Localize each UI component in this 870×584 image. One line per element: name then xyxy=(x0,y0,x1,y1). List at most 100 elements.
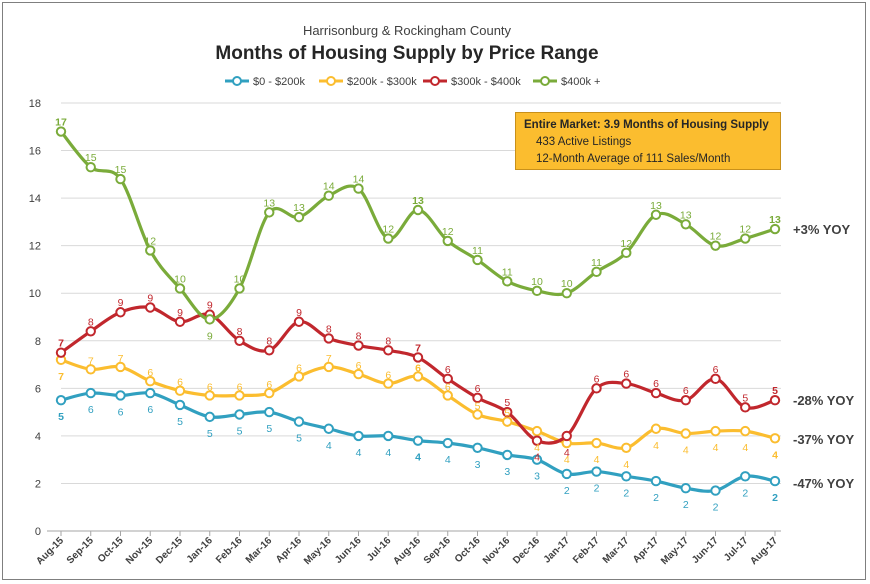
data-point xyxy=(323,361,334,373)
legend-swatch-marker xyxy=(326,76,336,86)
data-point xyxy=(502,449,513,461)
data-point xyxy=(710,373,721,385)
data-point xyxy=(591,437,602,449)
data-point xyxy=(591,383,602,394)
data-label: 12 xyxy=(382,224,394,236)
data-label: 7 xyxy=(118,353,124,365)
yoy-label: +3% YOY xyxy=(793,222,851,237)
data-point xyxy=(55,126,67,137)
data-point xyxy=(174,399,186,411)
legend-label: $300k - $400k xyxy=(451,76,521,88)
data-label: 5 xyxy=(207,428,213,440)
data-label: 11 xyxy=(591,257,602,269)
market-summary-box: Entire Market: 3.9 Months of Housing Sup… xyxy=(515,112,781,170)
data-point xyxy=(442,373,453,385)
y-tick-label: 10 xyxy=(29,288,41,300)
data-label: 6 xyxy=(88,404,94,416)
data-point xyxy=(769,475,781,487)
chart-subtitle: Harrisonburg & Rockingham County xyxy=(303,23,512,38)
x-tick-label: Sep-16 xyxy=(422,535,453,566)
y-tick-label: 6 xyxy=(35,383,41,395)
data-label: 6 xyxy=(147,404,153,416)
data-label: 12 xyxy=(144,235,156,247)
data-label: 2 xyxy=(564,485,570,497)
x-tick-label: Nov-16 xyxy=(481,535,513,567)
data-label: 13 xyxy=(650,200,662,212)
data-label: 4 xyxy=(415,452,421,464)
x-tick-label: Mar-16 xyxy=(244,535,275,566)
data-label: 4 xyxy=(445,454,451,466)
y-tick-label: 4 xyxy=(35,431,41,443)
data-point xyxy=(85,387,96,399)
data-point xyxy=(353,340,364,351)
data-point xyxy=(264,406,275,418)
data-label: 6 xyxy=(594,373,600,385)
x-tick-label: Sep-15 xyxy=(65,535,96,566)
data-label: 9 xyxy=(296,307,302,319)
data-label: 4 xyxy=(564,447,570,459)
data-label: 4 xyxy=(683,445,689,457)
data-point xyxy=(769,223,781,235)
data-point xyxy=(412,204,424,216)
data-label: 6 xyxy=(266,379,272,391)
legend: $0 - $200k $200k - $300k $300k - $400k $400… xyxy=(225,76,600,88)
data-point xyxy=(621,442,632,453)
data-point xyxy=(145,245,156,256)
x-tick-label: Nov-15 xyxy=(124,535,156,567)
data-label: 14 xyxy=(353,174,365,186)
data-point xyxy=(502,276,513,287)
data-label: 12 xyxy=(442,226,454,238)
data-label: 10 xyxy=(561,278,573,290)
data-label: 4 xyxy=(356,447,362,459)
data-point xyxy=(442,235,453,247)
data-point xyxy=(55,395,67,406)
legend-item: $200k - $300k xyxy=(319,76,417,88)
data-point xyxy=(323,190,334,201)
data-point xyxy=(561,288,572,299)
x-tick-label: Feb-16 xyxy=(214,535,245,566)
data-point xyxy=(353,368,364,380)
data-label: 6 xyxy=(296,362,302,374)
data-label: 5 xyxy=(475,400,481,412)
data-point xyxy=(740,402,751,413)
summary-active-listings: 433 Active Listings xyxy=(536,136,632,148)
data-point xyxy=(204,390,215,401)
data-label: 10 xyxy=(234,273,246,285)
data-point xyxy=(502,416,513,427)
data-label: 5 xyxy=(772,385,778,397)
data-point xyxy=(591,266,602,278)
data-label: 6 xyxy=(475,383,481,395)
data-point xyxy=(621,378,632,389)
data-label: 2 xyxy=(713,502,719,514)
data-label: 2 xyxy=(594,483,600,495)
data-point xyxy=(472,442,483,453)
data-point xyxy=(293,316,305,327)
data-label: 6 xyxy=(118,406,124,418)
y-tick-label: 16 xyxy=(29,146,41,158)
data-label: 11 xyxy=(472,245,483,257)
data-label: 5 xyxy=(237,425,243,437)
data-label: 12 xyxy=(710,231,722,243)
data-point xyxy=(769,433,781,444)
data-label: 2 xyxy=(772,492,778,504)
data-label: 10 xyxy=(174,273,186,285)
line-chart: Harrisonburg & Rockingham County Months … xyxy=(29,23,855,567)
data-label: 17 xyxy=(55,117,67,129)
data-label: 8 xyxy=(326,323,332,335)
data-label: 12 xyxy=(739,224,751,236)
data-label: 2 xyxy=(742,487,748,499)
data-point xyxy=(383,430,394,442)
data-label: 14 xyxy=(323,181,335,193)
data-point xyxy=(531,425,543,437)
data-label: 4 xyxy=(742,442,748,454)
data-point xyxy=(174,385,186,396)
data-point xyxy=(115,390,126,401)
legend-swatch-marker xyxy=(430,76,440,86)
data-point xyxy=(680,483,691,494)
y-tick-label: 14 xyxy=(29,193,41,205)
data-label: 7 xyxy=(326,353,332,365)
data-label: 6 xyxy=(445,364,451,376)
x-tick-label: Apr-16 xyxy=(274,535,304,565)
summary-average-sales: 12-Month Average of 111 Sales/Month xyxy=(536,153,731,165)
